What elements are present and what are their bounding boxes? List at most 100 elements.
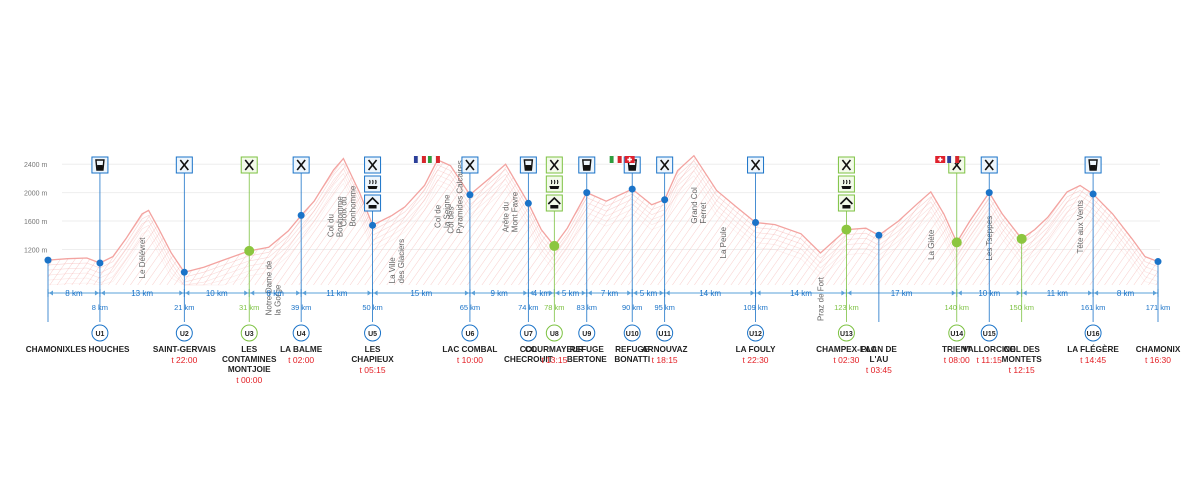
station-name: COL: [520, 345, 537, 354]
station-dot: [369, 221, 377, 229]
station-km: 65 km: [460, 303, 480, 312]
hot-meal-icon: [545, 175, 563, 193]
station-dot: [752, 218, 760, 226]
station-time: t 22:00: [171, 355, 197, 365]
station-time: t 03:45: [866, 365, 892, 375]
segment-arrow-left: [555, 290, 560, 296]
segment-arrow-right: [659, 290, 664, 296]
steam-lines: [550, 179, 559, 185]
station-km: 8 km: [92, 303, 108, 312]
elevation-contour: [47, 160, 1159, 278]
cup-fill: [1090, 165, 1096, 170]
segment-arrow-right: [951, 290, 956, 296]
segment-distance: 8 km: [1117, 289, 1135, 298]
station-name: BONATTI: [614, 355, 650, 364]
station-name: MONTETS: [1002, 355, 1043, 364]
country-flag-icon: [413, 155, 440, 164]
segment-distance: 8 km: [267, 289, 285, 298]
station-km: 39 km: [291, 303, 311, 312]
segment-distance: 11 km: [1047, 289, 1069, 298]
station-name: COURMAYEUR: [525, 345, 584, 354]
station-code-badge: [980, 324, 998, 342]
peak-name: Praz de Fort: [816, 276, 825, 321]
station-dot: [44, 256, 52, 264]
peak-name: Bonhomme: [348, 185, 357, 226]
station-code: U12: [749, 331, 762, 338]
station-time: t 14:45: [1080, 355, 1106, 365]
segment-arrow-left: [185, 290, 190, 296]
peak-label: La Ville des Glaciers: [388, 239, 406, 283]
peak-label: Tête aux Vents: [1076, 200, 1085, 253]
station-code-badge: [175, 324, 193, 342]
station-name: LES: [241, 345, 257, 354]
station-dot: [549, 240, 560, 251]
elevation-area: [48, 155, 1158, 285]
station-km: 74 km: [518, 303, 538, 312]
peak-name: la Seigne: [442, 194, 451, 228]
flag-stripe: [947, 156, 952, 163]
segment-arrow-right: [244, 290, 249, 296]
knife-line: [984, 159, 994, 171]
station-dot: [951, 237, 962, 248]
elevation-line: [47, 154, 1159, 273]
flag-stripe: [435, 156, 440, 163]
peak-name: La Ville: [388, 257, 397, 284]
station-name: CHAMPEX-LAC: [816, 345, 877, 354]
station-km: 161 km: [1081, 303, 1106, 312]
food-icon: [980, 156, 998, 174]
drink-icon: [519, 156, 537, 174]
station-km: 109 km: [743, 303, 768, 312]
station-code: U15: [983, 331, 996, 338]
cup-fill: [583, 165, 590, 170]
country-flag-icon: [609, 155, 635, 164]
peak-label: Les Tseppes: [985, 216, 994, 261]
flag-stripe: [613, 155, 618, 164]
station-km: 90 km: [622, 303, 642, 312]
drink-icon: [91, 156, 109, 174]
segment-arrow-right: [750, 290, 755, 296]
flag-cross: [627, 158, 632, 161]
station-name: BERTONE: [567, 355, 607, 364]
peak-name: des Glaciers: [397, 239, 406, 283]
station-name: COL DES: [1004, 345, 1041, 354]
bed-shape: [550, 205, 559, 209]
station-name: L'AU: [869, 355, 888, 364]
station-dot: [841, 224, 852, 235]
segment-arrow-left: [633, 290, 638, 296]
station-time: t 16:30: [1145, 355, 1171, 365]
station-code-badge: [91, 324, 109, 342]
station-code: U2: [180, 331, 189, 338]
food-icon: [292, 156, 310, 174]
shelter-icon: [364, 194, 382, 212]
peak-name: Bonhomme: [335, 196, 344, 237]
segment-arrow-left: [49, 290, 53, 296]
station-code: U6: [465, 331, 474, 338]
flag-stripe: [431, 155, 437, 164]
food-icon: [837, 156, 855, 174]
bed-shape: [842, 205, 851, 209]
peak-name: La Peule: [719, 226, 728, 258]
peak-label: Grand Col Ferret: [690, 187, 708, 224]
knife-line: [367, 159, 378, 171]
cup-fill: [97, 165, 103, 170]
station-code-badge: [240, 324, 258, 342]
station-name: VALLORCINE: [963, 345, 1016, 354]
station-name: REFUGE: [570, 345, 605, 354]
station-name: CHECROUIT: [504, 355, 553, 364]
segment-distance: 9 km: [490, 289, 508, 298]
segment-arrow-left: [100, 290, 105, 296]
station-code-badge: [837, 324, 855, 342]
station-time: t 05:15: [360, 365, 386, 375]
peak-name: Grand Col: [690, 187, 699, 224]
segment-arrow-left: [1022, 290, 1027, 296]
segment-arrow-left: [665, 290, 670, 296]
peak-label: Col de la Seigne: [433, 194, 451, 228]
segment-distance: 17 km: [891, 289, 913, 298]
flag-stripe: [413, 156, 418, 163]
peak-label: Col du Bonhomme: [326, 196, 344, 237]
peak-label: Praz de Fort: [816, 276, 825, 321]
cup-fill: [629, 165, 636, 170]
elevation-contour: [47, 175, 1159, 286]
flag-stripe: [955, 156, 960, 163]
segment-arrow-right: [549, 290, 554, 296]
